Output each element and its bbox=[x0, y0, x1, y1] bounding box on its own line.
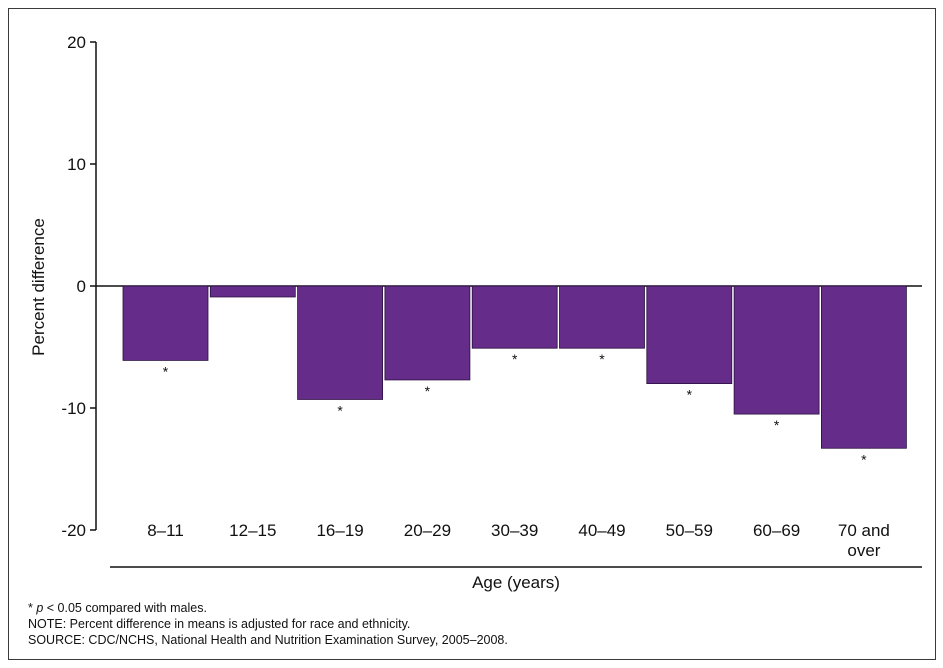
y-tick-label: 20 bbox=[67, 33, 86, 52]
y-axis-label: Percent difference bbox=[29, 218, 48, 356]
bar bbox=[559, 285, 645, 349]
significance-marker: * bbox=[687, 387, 693, 403]
x-tick-label: 12–15 bbox=[229, 521, 276, 540]
significance-marker: * bbox=[599, 351, 605, 367]
significance-marker: * bbox=[861, 451, 867, 467]
significance-marker: * bbox=[337, 402, 343, 418]
y-tick-label: -20 bbox=[61, 521, 86, 540]
x-tick-label: 8–11 bbox=[147, 521, 184, 540]
significance-text: < 0.05 compared with males. bbox=[43, 601, 207, 615]
y-tick-label: 10 bbox=[67, 155, 86, 174]
x-tick-label: 70 and bbox=[838, 521, 890, 540]
y-tick-label: -10 bbox=[61, 399, 86, 418]
x-axis-label: Age (years) bbox=[472, 573, 560, 592]
significance-marker: * bbox=[163, 363, 169, 379]
bars bbox=[122, 285, 907, 449]
x-tick-label: 16–19 bbox=[316, 521, 363, 540]
significance-footnote: * p < 0.05 compared with males. bbox=[28, 600, 508, 616]
bar bbox=[384, 285, 471, 381]
bar bbox=[122, 285, 209, 361]
y-tick-label: 0 bbox=[77, 277, 86, 296]
x-tick-label: 40–49 bbox=[578, 521, 625, 540]
bar bbox=[297, 285, 384, 400]
x-tick-label: 50–59 bbox=[666, 521, 713, 540]
note-footnote: NOTE: Percent difference in means is adj… bbox=[28, 617, 411, 631]
significance-symbol: * bbox=[28, 601, 37, 615]
bar bbox=[471, 285, 558, 349]
labels: 20 10 0 -10 -20 * 8–11 12–15 * 16–19 * 20–29 * 30–39 *… bbox=[29, 33, 890, 592]
bar bbox=[733, 285, 820, 415]
significance-marker: * bbox=[774, 417, 780, 433]
bar bbox=[646, 285, 733, 384]
source-footnote: SOURCE: CDC/NCHS, National Health and Nu… bbox=[28, 633, 508, 647]
significance-p: p bbox=[36, 601, 44, 615]
footnotes: * p < 0.05 compared with males. NOTE: Pe… bbox=[28, 600, 508, 648]
x-tick-label: 20–29 bbox=[404, 521, 451, 540]
significance-marker: * bbox=[425, 383, 431, 399]
significance-marker: * bbox=[512, 351, 518, 367]
bar bbox=[821, 285, 907, 449]
x-tick-label: over bbox=[847, 541, 880, 560]
x-tick-label: 60–69 bbox=[753, 521, 800, 540]
bar bbox=[209, 285, 296, 298]
x-tick-label: 30–39 bbox=[491, 521, 538, 540]
